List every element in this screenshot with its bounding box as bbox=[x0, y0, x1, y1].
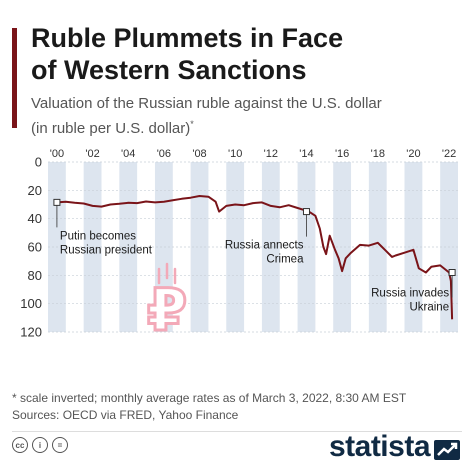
title-accent-bar bbox=[12, 28, 17, 128]
annotation-label-line1: Russia invades bbox=[371, 288, 449, 300]
annotation-marker bbox=[302, 208, 310, 216]
x-tick-label: '00 bbox=[50, 148, 64, 160]
license-icons: cc i = bbox=[12, 437, 68, 453]
subtitle-footnote-mark: * bbox=[190, 119, 194, 129]
y-tick-label: 80 bbox=[28, 268, 42, 283]
ruble-usd-series-line bbox=[56, 195, 454, 320]
line-chart: 0 20 40 60 80 100 120 '00 '02 '04 '06 '08 '10 '12 '14 '… bbox=[20, 148, 458, 346]
y-tick-label: 60 bbox=[28, 240, 42, 255]
y-tick-label: 20 bbox=[28, 183, 42, 198]
chart-title-line1: Ruble Plummets in Face bbox=[31, 23, 344, 53]
cc-icon[interactable]: cc bbox=[12, 437, 28, 453]
x-tick-label: '16 bbox=[335, 148, 349, 160]
footnote-sources: Sources: OECD via FRED, Yahoo Finance bbox=[12, 408, 239, 422]
x-tick-label: '18 bbox=[371, 148, 385, 160]
x-tick-label: '12 bbox=[264, 148, 278, 160]
chart-subtitle-line2-wrap: (in ruble per U.S. dollar)* bbox=[31, 114, 451, 139]
statista-logo-text[interactable]: statista bbox=[328, 430, 431, 463]
x-tick-label: '20 bbox=[406, 148, 420, 160]
statista-logo-icon bbox=[434, 440, 460, 460]
annotation-label-line2: Crimea bbox=[266, 254, 304, 266]
x-tick-label: '10 bbox=[228, 148, 242, 160]
chart-title: Ruble Plummets in Face of Western Sancti… bbox=[31, 22, 451, 86]
chart-subtitle-line2: (in ruble per U.S. dollar) bbox=[31, 120, 191, 137]
annotation-label-line2: Ukraine bbox=[409, 302, 449, 314]
year-band bbox=[333, 162, 352, 332]
chart-title-line2: of Western Sanctions bbox=[31, 55, 307, 85]
y-tick-label: 0 bbox=[35, 155, 42, 170]
year-band bbox=[297, 162, 316, 332]
year-band bbox=[154, 162, 173, 332]
footnote-scale-note: * scale inverted; monthly average rates … bbox=[12, 391, 407, 405]
x-tick-label: '22 bbox=[442, 148, 456, 160]
footer-divider bbox=[12, 431, 462, 432]
annotation-label-line1: Putin becomes bbox=[60, 230, 136, 242]
person-icon[interactable]: i bbox=[32, 437, 48, 453]
x-tick-label: '08 bbox=[192, 148, 206, 160]
footnote: * scale inverted; monthly average rates … bbox=[12, 390, 462, 424]
annotation-marker bbox=[448, 269, 456, 276]
x-tick-label: '06 bbox=[157, 148, 171, 160]
chart-subtitle: Valuation of the Russian ruble against t… bbox=[31, 94, 451, 139]
ruble-sign-icon: ₽ bbox=[147, 276, 187, 344]
x-tick-label: '14 bbox=[299, 148, 313, 160]
annotation-label-line2: Russian president bbox=[60, 244, 153, 256]
annotation-label-line1: Russia annects bbox=[225, 240, 304, 252]
y-tick-label: 40 bbox=[28, 211, 42, 226]
y-tick-label: 100 bbox=[20, 296, 42, 311]
annotation-marker bbox=[53, 198, 61, 206]
x-tick-label: '02 bbox=[85, 148, 99, 160]
y-tick-label: 120 bbox=[20, 325, 42, 340]
chart-subtitle-line1: Valuation of the Russian ruble against t… bbox=[31, 95, 382, 112]
year-band bbox=[190, 162, 209, 332]
equals-icon[interactable]: = bbox=[52, 437, 68, 453]
x-tick-label: '04 bbox=[121, 148, 135, 160]
